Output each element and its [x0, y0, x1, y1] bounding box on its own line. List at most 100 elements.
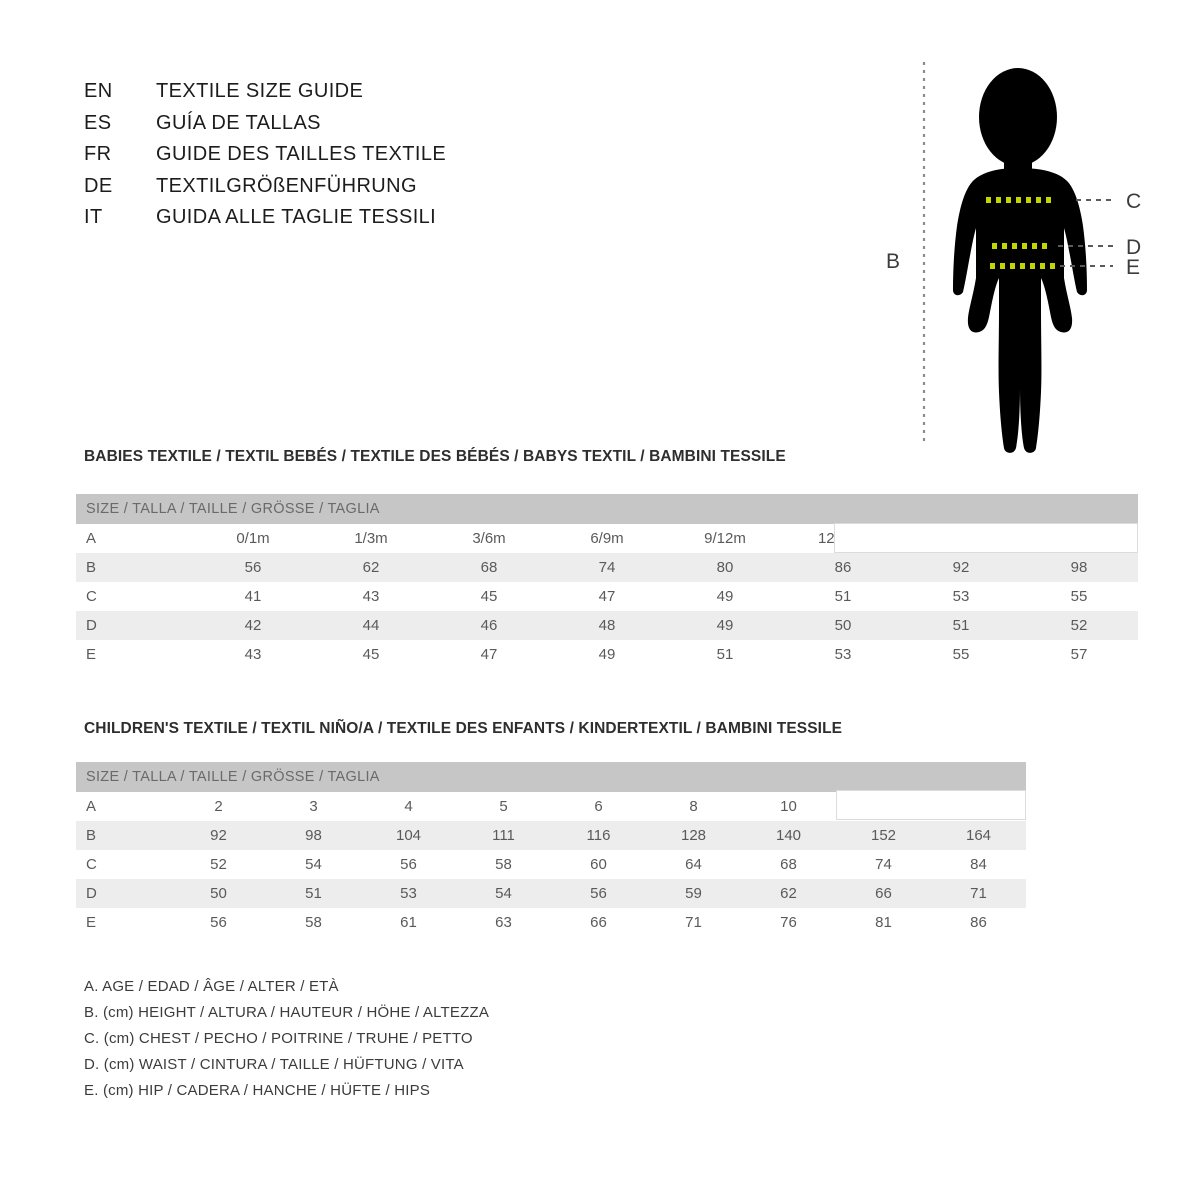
table-cell: 49: [666, 611, 784, 640]
language-code: DE: [84, 174, 113, 197]
legend-row: E. (cm) HIP / CADERA / HANCHE / HÜFTE / …: [84, 1082, 431, 1099]
table-cell: 12/18m: [784, 524, 902, 553]
table-cell: 0/1m: [194, 524, 312, 553]
table-cell: 64: [646, 850, 741, 879]
table-cell: 61: [361, 908, 456, 937]
language-row: FR GUIDE DES TAILLES TEXTILE: [84, 143, 604, 175]
table-cell: 12: [836, 792, 931, 821]
table-row: C 52 54 56 58 60 64 68 74 84: [76, 850, 1026, 879]
table-cell: 152: [836, 821, 931, 850]
table-cell: 14: [931, 792, 1026, 821]
table-cell: 56: [194, 553, 312, 582]
table-cell: 62: [312, 553, 430, 582]
babies-group-header: SIZE / TALLA / TAILLE / GRÖSSE / TAGLIA: [76, 494, 1138, 524]
table-cell: 6: [551, 792, 646, 821]
row-key-cell: A: [76, 524, 194, 553]
table-cell: 43: [312, 582, 430, 611]
babies-section-title: BABIES TEXTILE / TEXTIL BEBÉS / TEXTILE …: [84, 448, 786, 465]
row-key-cell: B: [76, 821, 171, 850]
language-row: ES GUÍA DE TALLAS: [84, 112, 604, 144]
table-cell: 76: [741, 908, 836, 937]
legend-row: C. (cm) CHEST / PECHO / POITRINE / TRUHE…: [84, 1030, 473, 1047]
table-cell: 9/12m: [666, 524, 784, 553]
table-cell: 71: [646, 908, 741, 937]
table-cell: 41: [194, 582, 312, 611]
legend-row: D. (cm) WAIST / CINTURA / TAILLE / HÜFTU…: [84, 1056, 464, 1073]
row-key-cell: E: [76, 640, 194, 669]
language-title-block: EN TEXTILE SIZE GUIDE ES GUÍA DE TALLAS FR GU…: [84, 80, 604, 238]
row-key-cell: E: [76, 908, 171, 937]
table-cell: 66: [836, 879, 931, 908]
table-cell: 63: [456, 908, 551, 937]
language-title: GUÍA DE TALLAS: [156, 111, 321, 134]
row-key-cell: B: [76, 553, 194, 582]
row-key-cell: A: [76, 792, 171, 821]
table-cell: 49: [548, 640, 666, 669]
table-cell: 54: [266, 850, 361, 879]
table-cell: 53: [784, 640, 902, 669]
table-cell: 51: [784, 582, 902, 611]
language-title: GUIDE DES TAILLES TEXTILE: [156, 143, 447, 165]
table-cell: 56: [361, 850, 456, 879]
table-cell: 164: [931, 821, 1026, 850]
measurement-legend: A. AGE / EDAD / ÂGE / ALTER / ETÀ B. (cm)…: [84, 978, 489, 1108]
legend-row: B. (cm) HEIGHT / ALTURA / HAUTEUR / HÖHE…: [84, 1004, 490, 1021]
language-code: IT: [84, 206, 103, 228]
table-cell: 10: [741, 792, 836, 821]
table-cell: 104: [361, 821, 456, 850]
table-cell: 56: [171, 908, 266, 937]
table-row: B 56 62 68 74 80 86 92 98: [76, 553, 1138, 582]
table-cell: 45: [312, 640, 430, 669]
table-cell: 92: [171, 821, 266, 850]
table-cell: 59: [646, 879, 741, 908]
children-table-body: A 2 3 4 5 6 8 10 12 14 B 92 98 104 111 116 128 140 152 164 C…: [76, 792, 1026, 937]
row-key-cell: C: [76, 850, 171, 879]
table-cell: 47: [430, 640, 548, 669]
language-code: EN: [84, 80, 113, 102]
table-cell: 86: [784, 553, 902, 582]
table-cell: 3: [266, 792, 361, 821]
babies-table-body: A 0/1m 1/3m 3/6m 6/9m 9/12m 12/18m 18/24m 24/36m…: [76, 524, 1138, 669]
table-cell: 52: [1020, 611, 1138, 640]
table-cell: 51: [266, 879, 361, 908]
table-row: D 50 51 53 54 56 59 62 66 71: [76, 879, 1026, 908]
row-key-cell: D: [76, 611, 194, 640]
table-cell: 3/6m: [430, 524, 548, 553]
table-cell: 50: [171, 879, 266, 908]
table-cell: 71: [931, 879, 1026, 908]
chest-label: C: [1126, 190, 1141, 213]
table-cell: 92: [902, 553, 1020, 582]
language-code: ES: [84, 111, 112, 134]
waist-label: D: [1126, 236, 1141, 259]
table-cell: 68: [430, 553, 548, 582]
table-row: A 2 3 4 5 6 8 10 12 14: [76, 792, 1026, 821]
table-cell: 55: [1020, 582, 1138, 611]
language-row: EN TEXTILE SIZE GUIDE: [84, 80, 604, 112]
table-cell: 52: [171, 850, 266, 879]
legend-row: A. AGE / EDAD / ÂGE / ALTER / ETÀ: [84, 978, 339, 995]
table-cell: 116: [551, 821, 646, 850]
table-cell: 54: [456, 879, 551, 908]
table-cell: 5: [456, 792, 551, 821]
table-cell: 56: [551, 879, 646, 908]
table-cell: 8: [646, 792, 741, 821]
babies-size-table: SIZE / TALLA / TAILLE / GRÖSSE / TAGLIA …: [76, 494, 1138, 669]
language-row: DE TEXTILGRÖßENFÜHRUNG: [84, 175, 604, 207]
table-cell: 53: [902, 582, 1020, 611]
table-cell: 24/36m: [1020, 524, 1138, 553]
table-cell: 50: [784, 611, 902, 640]
table-cell: 81: [836, 908, 931, 937]
table-cell: 53: [361, 879, 456, 908]
table-cell: 128: [646, 821, 741, 850]
table-cell: 48: [548, 611, 666, 640]
table-cell: 80: [666, 553, 784, 582]
table-cell: 55: [902, 640, 1020, 669]
table-cell: 58: [456, 850, 551, 879]
table-cell: 51: [902, 611, 1020, 640]
children-section-title: CHILDREN'S TEXTILE / TEXTIL NIÑO/A / TEX…: [84, 720, 843, 737]
table-cell: 62: [741, 879, 836, 908]
language-title: GUIDA ALLE TAGLIE TESSILI: [156, 206, 437, 228]
table-cell: 2: [171, 792, 266, 821]
child-silhouette-icon: [953, 68, 1087, 453]
table-row: A 0/1m 1/3m 3/6m 6/9m 9/12m 12/18m 18/24m 24/36m: [76, 524, 1138, 553]
